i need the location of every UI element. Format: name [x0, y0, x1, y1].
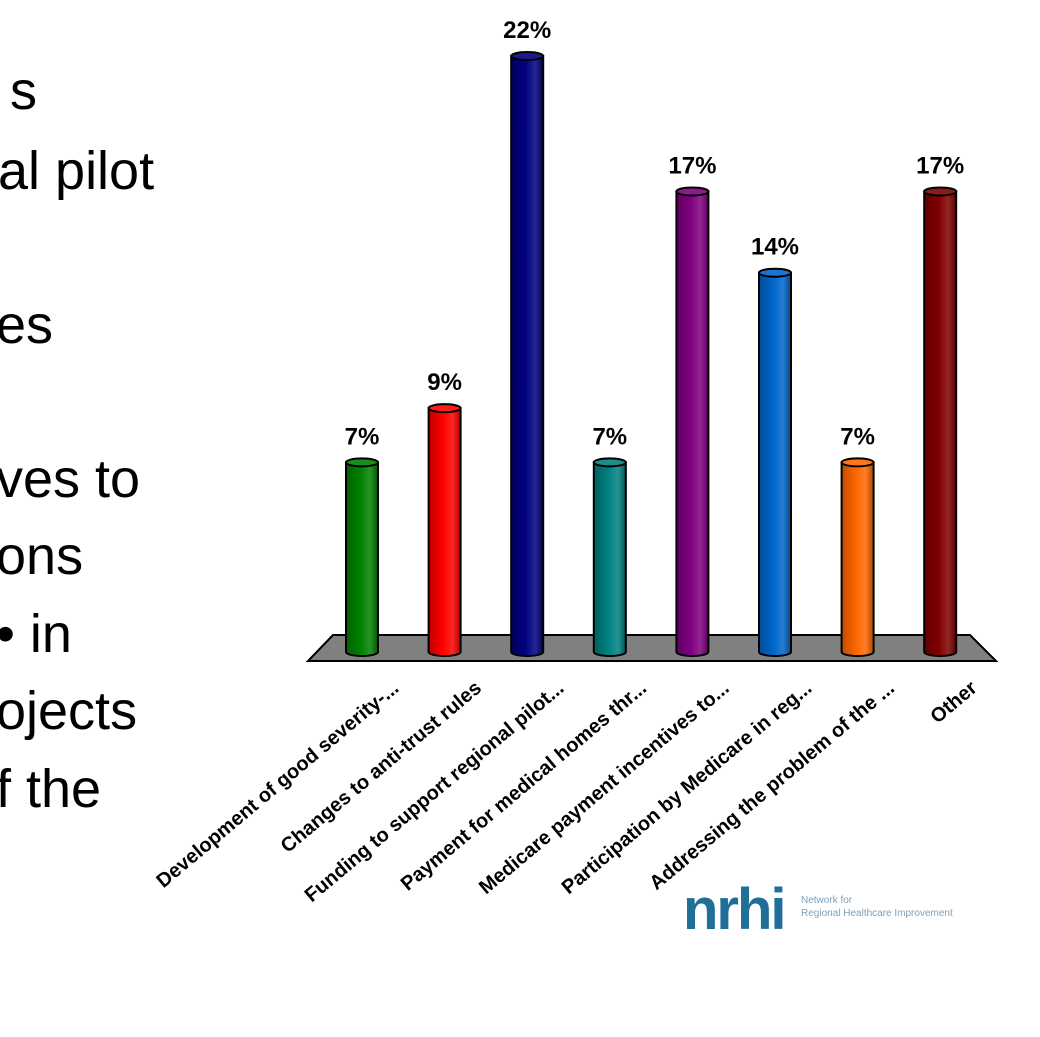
bar-cap-4 [592, 457, 627, 468]
background-text-line-6: • in [0, 604, 72, 664]
value-label-1: 7% [345, 423, 380, 450]
value-label-4: 7% [592, 423, 627, 450]
bar-4 [592, 461, 627, 657]
background-text-line-5: ons [0, 526, 84, 586]
background-text-line-4: ves to [0, 449, 141, 509]
bar-cap-2 [427, 403, 462, 414]
bar-cap-8 [923, 186, 958, 197]
logo-tagline-line-2: Regional Healthcare Improvement [801, 908, 953, 919]
bar-cap-6 [758, 267, 792, 278]
bar-cap-7 [840, 457, 875, 468]
logo-wordmark: nrhi [683, 877, 787, 942]
background-text-line-8: f the [0, 759, 102, 819]
background-text-line-1: s [10, 61, 37, 121]
bar-3 [510, 55, 545, 657]
value-label-8: 17% [916, 152, 964, 179]
bar-2 [427, 407, 462, 657]
bar-8 [923, 190, 958, 657]
bar-cap-5 [675, 186, 710, 197]
bar-1 [345, 461, 379, 657]
chart-floor [305, 634, 999, 662]
value-label-5: 17% [668, 152, 716, 179]
bar-cap-1 [345, 457, 379, 468]
bar-6 [758, 271, 792, 657]
logo-tagline: Network for Regional Healthcare Improvem… [801, 894, 1031, 920]
bar-5 [675, 190, 710, 657]
bar-cap-3 [510, 51, 545, 61]
logo-tagline-line-1: Network for [801, 895, 853, 906]
value-label-6: 14% [751, 234, 799, 261]
nrhi-logo: nrhi Network for Regional Healthcare Imp… [683, 880, 1033, 940]
bar-7 [840, 461, 875, 657]
category-label-8: Other [926, 677, 981, 728]
value-label-2: 9% [427, 369, 462, 396]
background-text-line-7: ojects [0, 681, 138, 741]
background-text-line-3: es [0, 295, 54, 355]
value-label-3: 22% [503, 17, 551, 44]
value-label-7: 7% [840, 423, 875, 450]
background-text-line-2: al pilot [0, 141, 155, 201]
